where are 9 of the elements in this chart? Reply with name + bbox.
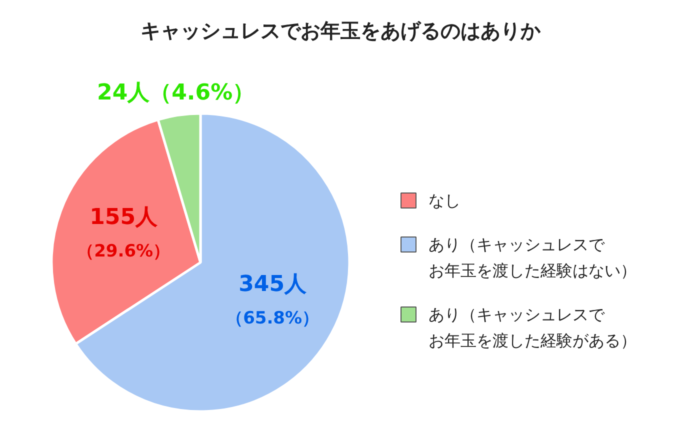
- text: 345人: [238, 272, 307, 298]
- text: 155人: [90, 204, 158, 230]
- text: （29.6%）: [77, 241, 170, 262]
- text: （65.8%）: [226, 308, 320, 329]
- legend-label: なし: [428, 191, 460, 210]
- text: 24人（4.6%）: [97, 80, 255, 106]
- legend-label: あり（キャッシュレスでお年玉を渡した経験はない）: [428, 235, 636, 280]
- legend-label: あり（キャッシュレスでお年玉を渡した経験がある）: [428, 305, 636, 350]
- chart-title: キャッシュレスでお年玉をあげるのはありか: [140, 18, 542, 42]
